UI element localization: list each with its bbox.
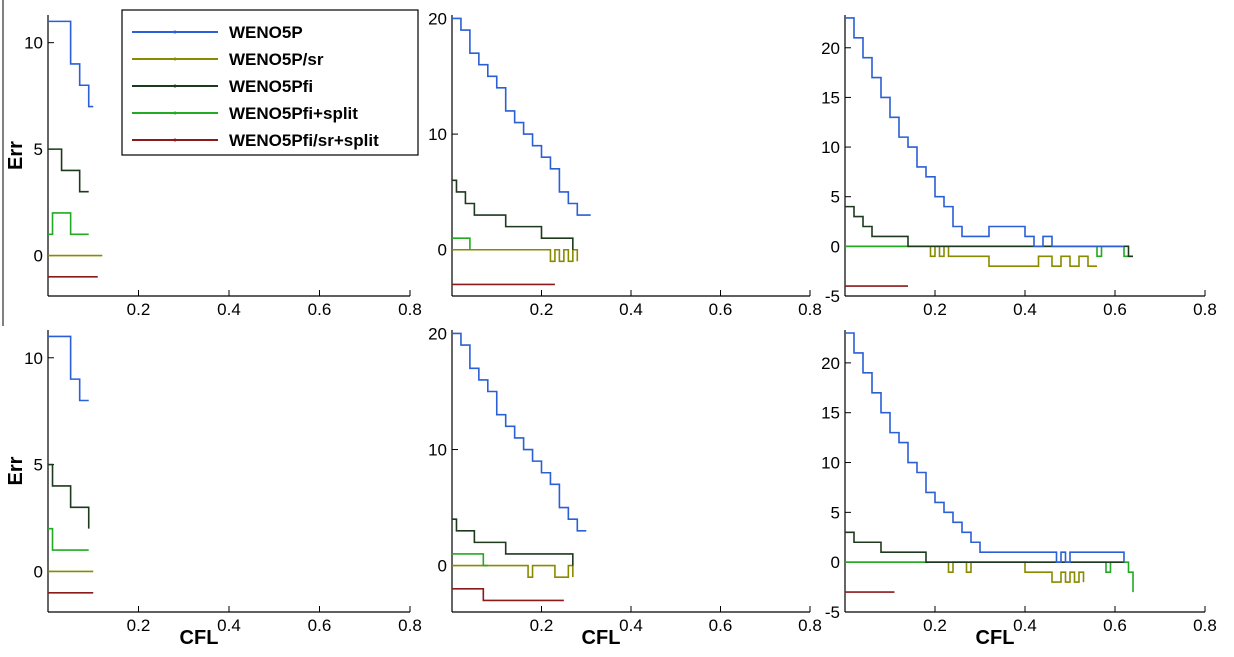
legend-label: WENO5Pfi+split: [229, 104, 358, 123]
subplot-4: 0.2 0.4 0.6 0.8 0 5 10 Err CFL: [5, 330, 422, 649]
legend-marker: [173, 84, 177, 88]
series-line-weno5pfi: [48, 148, 89, 193]
x-tick-label: 0.2: [530, 616, 554, 635]
series-line-weno5pfi-split: [48, 212, 89, 236]
series-line-weno5p: [452, 17, 591, 216]
x-axis-title: CFL: [582, 627, 621, 649]
y-tick-label: 10: [428, 125, 447, 144]
y-tick-label: 5: [34, 140, 43, 159]
y-tick-label: 15: [821, 404, 840, 423]
x-axis-title: CFL: [976, 627, 1015, 649]
series-line-weno5pfi-split: [452, 553, 488, 567]
y-tick-label: -5: [825, 287, 840, 306]
subplot-1: 0.2 0.4 0.6 0.8 0 5 10 Err: [5, 15, 422, 319]
x-axis-title: CFL: [180, 627, 219, 649]
x-tick-label: 0.2: [923, 300, 947, 319]
legend-label: WENO5Pfi: [229, 77, 313, 96]
series-line-weno5p-sr: [845, 561, 1085, 583]
x-tick-label: 0.6: [308, 300, 332, 319]
y-tick-label: 20: [821, 39, 840, 58]
x-tick-label: 0.4: [619, 616, 643, 635]
series-line-weno5pfi: [452, 518, 574, 566]
y-tick-label: 10: [24, 349, 43, 368]
x-tick-label: 0.8: [1193, 300, 1217, 319]
legend-marker: [173, 111, 177, 115]
x-tick-label: 0.8: [1193, 616, 1217, 635]
x-tick-label: 0.4: [1013, 300, 1037, 319]
series-line-weno5pfi-split: [845, 561, 1134, 593]
legend-marker: [173, 30, 177, 34]
y-tick-label: 0: [831, 237, 840, 256]
y-tick-label: 10: [428, 441, 447, 460]
y-tick-label: -5: [825, 603, 840, 622]
series-line-weno5p-sr: [452, 564, 574, 578]
x-tick-label: 0.6: [709, 616, 733, 635]
series-line-weno5pfi-split: [48, 527, 89, 551]
x-tick-label: 0.6: [1103, 616, 1127, 635]
subplot-2: 0.2 0.4 0.6 0.8 0 10 20: [428, 9, 822, 319]
series-line-weno5p: [452, 332, 587, 532]
legend-marker: [173, 138, 177, 142]
series-line-weno5p: [48, 20, 94, 108]
legend-box: [121, 9, 419, 156]
y-tick-label: 10: [821, 138, 840, 157]
series-line-weno5pfi: [452, 179, 574, 250]
series-line-weno5p: [845, 17, 1124, 248]
x-tick-label: 0.4: [217, 616, 241, 635]
y-tick-label: 10: [821, 454, 840, 473]
legend-label: WENO5P/sr: [229, 50, 324, 69]
y-tick-label: 20: [428, 9, 447, 28]
subplot-5: 0.2 0.4 0.6 0.8 0 10 20 CFL: [428, 324, 822, 649]
x-tick-label: 0.8: [398, 300, 422, 319]
x-tick-label: 0.6: [709, 300, 733, 319]
subplot-3: 0.2 0.4 0.6 0.8 -5 0 5 10 15 20: [821, 15, 1217, 319]
series-line-weno5pfi: [845, 531, 1124, 563]
x-tick-label: 0.4: [619, 300, 643, 319]
y-tick-label: 0: [34, 247, 43, 266]
y-axis-title: Err: [5, 141, 27, 170]
y-tick-label: 0: [34, 562, 43, 581]
series-line-weno5p-sr: [845, 245, 1097, 268]
x-tick-label: 0.4: [1013, 616, 1037, 635]
y-tick-label: 15: [821, 88, 840, 107]
x-tick-label: 0.2: [530, 300, 554, 319]
y-axis-title: Err: [5, 456, 27, 485]
legend-label: WENO5P: [229, 23, 303, 42]
y-tick-label: 0: [438, 557, 447, 576]
y-tick-label: 0: [438, 241, 447, 260]
series-line-weno5p-sr: [452, 248, 579, 263]
x-tick-label: 0.2: [127, 616, 151, 635]
y-tick-label: 5: [831, 188, 840, 207]
y-tick-label: 0: [831, 553, 840, 572]
x-tick-label: 0.8: [398, 616, 422, 635]
series-line-weno5p: [48, 335, 89, 402]
x-tick-label: 0.2: [127, 300, 151, 319]
series-line-weno5pfi-sr-split: [452, 587, 564, 602]
series-line-weno5p: [845, 332, 1125, 563]
subplot-6: 0.2 0.4 0.6 0.8 -5 0 5 10 15 20 CFL: [821, 330, 1217, 649]
x-tick-label: 0.6: [1103, 300, 1127, 319]
legend: WENO5P WENO5P/sr WENO5Pfi WENO5Pfi+split WEN…: [121, 9, 419, 156]
x-tick-label: 0.4: [217, 300, 241, 319]
x-tick-label: 0.8: [798, 616, 822, 635]
legend-marker: [173, 57, 177, 61]
y-tick-label: 5: [831, 503, 840, 522]
y-tick-label: 10: [24, 34, 43, 53]
legend-label: WENO5Pfi/sr+split: [229, 131, 379, 150]
x-tick-label: 0.6: [308, 616, 332, 635]
y-tick-label: 5: [34, 456, 43, 475]
series-line-weno5pfi-split: [845, 245, 1133, 258]
series-line-weno5pfi: [48, 463, 90, 529]
y-tick-label: 20: [428, 324, 447, 343]
y-tick-label: 20: [821, 354, 840, 373]
series-line-weno5pfi-split: [452, 237, 471, 250]
x-tick-label: 0.2: [923, 616, 947, 635]
x-tick-label: 0.8: [798, 300, 822, 319]
